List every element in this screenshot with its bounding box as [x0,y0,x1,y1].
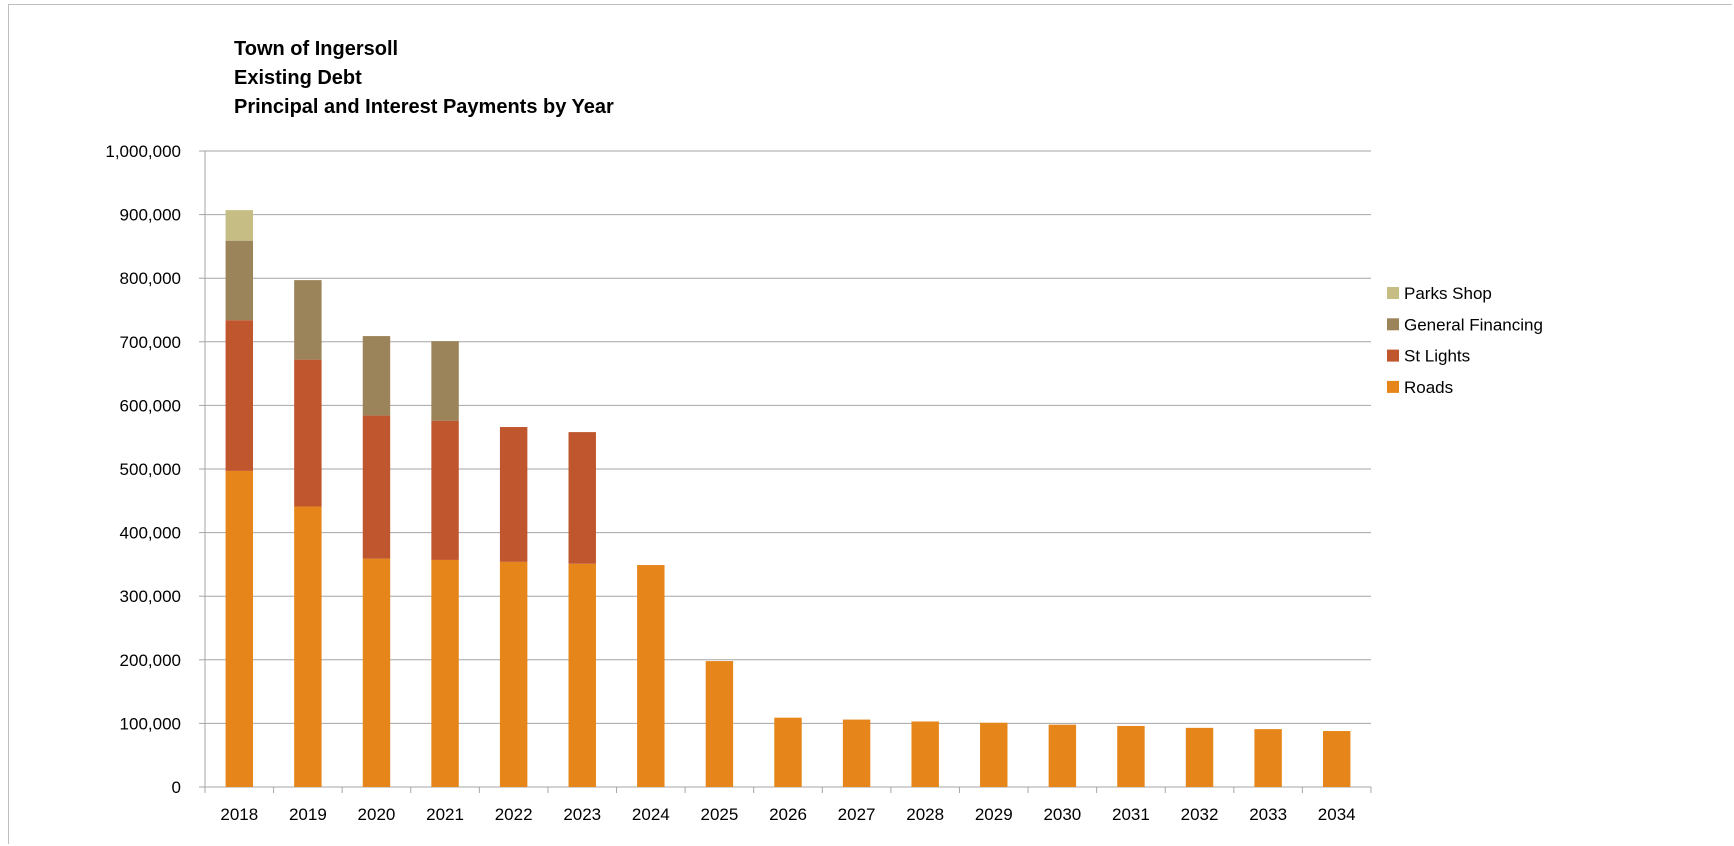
y-tick-label: 700,000 [120,333,181,352]
bar-st-lights-2019 [294,359,322,507]
bar-roads-2020 [362,558,391,787]
bar-st-lights-2018 [225,320,254,471]
legend-label-parks-shop: Parks Shop [1404,284,1492,303]
legend-swatch-general-financing [1387,318,1399,331]
bar-roads-2025 [705,661,734,787]
bar-st-lights-2020 [362,415,391,559]
x-tick-label: 2024 [632,805,670,824]
bar-roads-2022 [499,561,528,787]
bar-general-financing-2019 [294,280,322,360]
legend-label-st-lights: St Lights [1404,347,1470,366]
bar-st-lights-2021 [431,420,459,560]
bar-roads-2018 [225,470,254,787]
y-tick-label: 400,000 [120,524,181,543]
bar-general-financing-2020 [362,336,391,416]
bar-roads-2033 [1254,729,1282,787]
y-tick-label: 200,000 [120,651,181,670]
bars [225,210,1351,787]
legend: Parks Shop General Financing St Lights Road… [1387,284,1543,397]
x-tick-label: 2018 [220,805,258,824]
x-tick-label: 2026 [769,805,807,824]
y-tick-label: 100,000 [120,714,181,733]
bar-roads-2029 [980,722,1008,787]
bar-roads-2028 [911,721,939,787]
x-tick-label: 2019 [289,805,327,824]
x-tick-label: 2020 [358,805,396,824]
bar-roads-2026 [774,717,802,787]
x-axis-tick-labels: 2018 2019 2020 2021 2022 2023 2024 2025 2026 2027… [220,805,1355,824]
y-tick-label: 1,000,000 [105,142,181,161]
bar-roads-2030 [1048,724,1077,787]
y-tick-label: 500,000 [120,460,181,479]
chart-title: Town of Ingersoll Existing Debt Principa… [234,35,614,122]
y-tick-label: 300,000 [120,587,181,606]
bar-roads-2021 [431,559,459,787]
bar-st-lights-2023 [568,432,596,564]
x-tick-label: 2021 [426,805,464,824]
legend-label-roads: Roads [1404,378,1453,397]
x-tick-label: 2025 [700,805,738,824]
y-tick-label: 800,000 [120,269,181,288]
x-tick-label: 2027 [838,805,876,824]
chart-title-line-1: Town of Ingersoll [234,38,399,60]
x-tick-label: 2029 [975,805,1013,824]
bar-roads-2027 [842,719,871,787]
chart-title-line-2: Existing Debt [234,67,362,89]
bar-general-financing-2018 [225,240,254,321]
y-tick-label: 0 [172,778,181,797]
x-tick-label: 2028 [906,805,944,824]
x-tick-label: 2032 [1181,805,1219,824]
x-tick-label: 2022 [495,805,533,824]
gridlines [205,150,1371,724]
y-axis-tick-labels: 0 100,000 200,000 300,000 400,000 500,000 600,… [105,142,181,797]
bar-general-financing-2021 [431,341,459,421]
legend-label-general-financing: General Financing [1404,315,1543,334]
x-tick-label: 2034 [1318,805,1356,824]
bar-roads-2019 [294,506,322,787]
bar-roads-2031 [1117,725,1145,787]
x-tick-label: 2031 [1112,805,1150,824]
y-tick-label: 900,000 [120,206,181,225]
bar-roads-2034 [1322,731,1351,787]
chart-title-line-3: Principal and Interest Payments by Year [234,96,614,118]
legend-swatch-roads [1387,380,1399,393]
bar-roads-2032 [1185,727,1214,787]
legend-swatch-st-lights [1387,349,1399,362]
bar-parks-shop-2018 [225,210,254,241]
legend-swatch-parks-shop [1387,287,1399,299]
x-tick-label: 2030 [1043,805,1081,824]
y-tick-label: 600,000 [120,396,181,415]
x-tick-label: 2023 [563,805,601,824]
bar-roads-2023 [568,563,596,787]
x-tick-label: 2033 [1249,805,1287,824]
bar-st-lights-2022 [499,427,528,562]
bar-roads-2024 [637,565,665,787]
